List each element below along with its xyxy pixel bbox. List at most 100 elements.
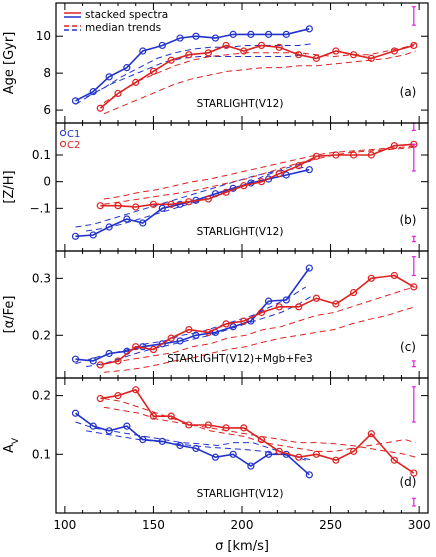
data-point-marker	[282, 171, 290, 179]
panel-frame	[55, 377, 429, 514]
data-point-marker	[305, 166, 313, 174]
median-trend-line	[103, 145, 416, 200]
y-tick-label: 8	[43, 66, 51, 80]
x-tick-label: 100	[53, 518, 76, 532]
data-point-marker	[204, 421, 212, 429]
y-axis-label: AV	[2, 437, 21, 453]
data-point-marker	[89, 422, 97, 430]
data-point-marker	[282, 30, 290, 38]
x-tick-label: 250	[319, 518, 342, 532]
y-tick-label: 0.1	[32, 148, 51, 162]
data-point-marker	[132, 78, 140, 86]
data-point-marker	[332, 151, 340, 159]
data-point-marker	[89, 231, 97, 239]
data-point-marker	[123, 64, 131, 72]
data-point-marker	[229, 323, 237, 331]
data-point-marker	[114, 392, 122, 400]
data-point-marker	[204, 195, 212, 203]
x-tick-label: 200	[231, 518, 254, 532]
data-point-marker	[295, 51, 303, 59]
data-point-marker	[192, 331, 200, 339]
legend-label: C2	[67, 140, 80, 151]
data-point-marker	[332, 456, 340, 464]
data-point-marker	[390, 142, 398, 150]
data-point-marker	[139, 47, 147, 55]
data-point-marker	[158, 204, 166, 212]
data-point-marker	[350, 288, 358, 297]
median-trend-line	[85, 43, 313, 98]
data-point-marker	[247, 462, 255, 470]
panel-tag: (a)	[400, 85, 417, 99]
data-point-marker	[89, 88, 97, 96]
data-point-marker	[211, 34, 220, 42]
data-point-marker	[105, 73, 113, 81]
data-point-marker	[132, 203, 140, 211]
data-point-marker	[305, 471, 313, 479]
data-point-marker	[240, 317, 248, 325]
data-point-marker	[275, 303, 283, 311]
data-point-marker	[257, 41, 266, 50]
x-tick-label: 150	[142, 518, 165, 532]
data-point-marker	[176, 200, 184, 208]
median-trend-line	[103, 43, 416, 104]
data-point-marker	[257, 178, 266, 186]
data-point-marker	[139, 436, 147, 444]
data-point-marker	[105, 349, 113, 358]
data-point-marker	[96, 361, 104, 369]
data-point-marker	[105, 427, 113, 435]
data-point-marker	[158, 340, 166, 348]
data-point-marker	[204, 328, 212, 337]
data-point-marker	[367, 274, 375, 282]
legend-marker	[59, 140, 67, 148]
panel-annotation: STARLIGHT(V12)	[197, 226, 284, 238]
data-point-marker	[167, 200, 175, 208]
data-point-marker	[222, 41, 230, 50]
panel-annotation: STARLIGHT(V12)	[197, 98, 284, 110]
data-point-marker	[332, 47, 340, 55]
y-tick-label: 0.3	[32, 271, 51, 285]
legend-item: stacked spectra	[64, 9, 168, 21]
data-point-marker	[240, 182, 248, 190]
data-point-marker	[123, 422, 131, 430]
panel-annotation: STARLIGHT(V12)+Mgb+Fe3	[167, 353, 312, 365]
data-point-marker	[257, 436, 266, 444]
data-point-marker	[264, 30, 273, 38]
panel-tag: (d)	[400, 475, 417, 489]
legend-item: median trends	[64, 22, 161, 34]
median-trend-line	[103, 146, 416, 205]
data-point-marker	[312, 54, 320, 62]
data-point-marker	[114, 357, 122, 365]
data-point-marker	[312, 450, 320, 458]
y-tick-label: 10	[36, 29, 51, 43]
data-point-marker	[176, 441, 184, 450]
legend-label: stacked spectra	[85, 9, 168, 21]
data-point-marker	[367, 151, 375, 159]
data-point-marker	[350, 151, 358, 159]
data-point-marker	[89, 357, 97, 365]
panel-4: 0.1 0.2 STARLIGHT(V12) (d) AV 100 150 200 250 300…	[2, 377, 431, 554]
data-point-marker	[185, 421, 193, 429]
data-point-marker	[71, 409, 80, 417]
data-point-marker	[211, 453, 220, 461]
panel-1: 6 8 10 STARLIGHT(V12) (a) Age [Gyr] stacked sp…	[2, 2, 429, 131]
data-point-marker	[305, 264, 313, 272]
data-point-marker	[192, 444, 200, 453]
data-point-marker	[240, 424, 248, 432]
data-point-marker	[282, 296, 290, 304]
data-point-marker	[312, 294, 320, 302]
data-point-marker	[350, 51, 358, 59]
median-trend-line	[75, 286, 307, 365]
legend-label: median trends	[85, 22, 161, 34]
y-axis-label: [α/Fe]	[2, 296, 17, 334]
y-axis-label-subscript: V	[11, 437, 21, 444]
data-point-marker	[105, 223, 113, 231]
data-point-marker	[275, 170, 283, 178]
data-point-marker	[204, 49, 212, 57]
legend-item: C2	[59, 140, 80, 151]
data-point-marker	[229, 30, 237, 38]
legend-item: C1	[59, 129, 80, 140]
data-point-marker	[367, 430, 375, 438]
panel-annotation: STARLIGHT(V12)	[197, 488, 284, 500]
data-point-marker	[149, 67, 158, 75]
